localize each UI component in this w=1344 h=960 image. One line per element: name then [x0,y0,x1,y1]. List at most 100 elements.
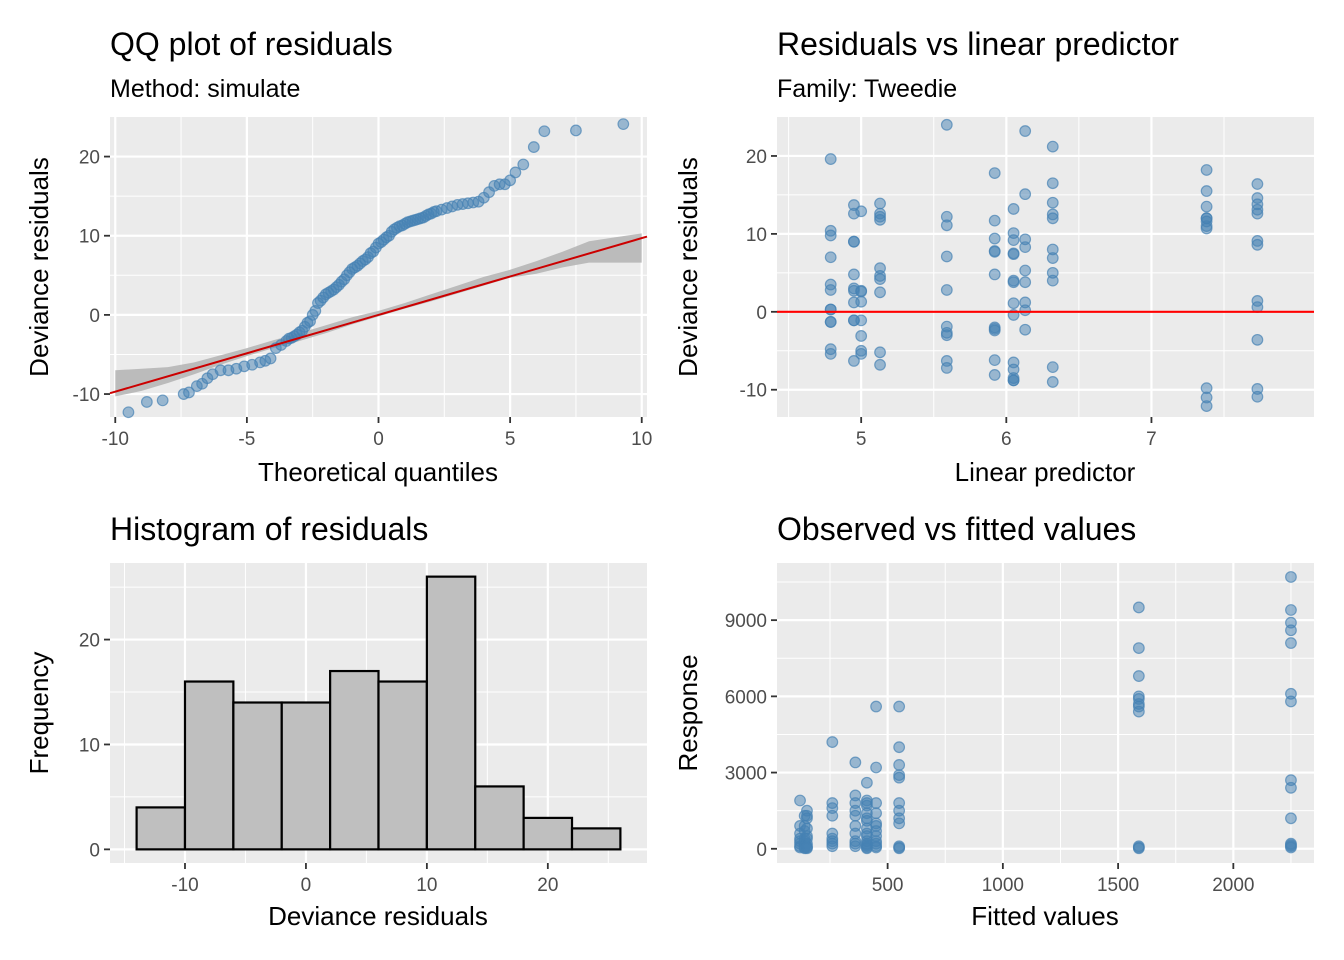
data-point [1132,705,1145,718]
data-point [1007,203,1020,215]
data-point [870,807,883,820]
rvl-panel: Residuals vs linear predictor Family: Tw… [673,26,1314,487]
data-point [988,245,1001,258]
data-point [1251,333,1264,346]
data-point [509,166,522,179]
x-tick-label: 10 [631,429,652,450]
data-point [849,756,862,769]
ovf-points [794,571,1297,855]
y-tick-label: 10 [79,227,100,248]
data-point [1046,177,1059,190]
data-point [1251,390,1264,403]
y-tick-label: 10 [746,225,767,246]
data-point [1251,238,1264,251]
data-point [1132,842,1145,855]
data-point [870,797,883,809]
y-tick-label: 0 [756,303,767,324]
data-point [849,840,862,853]
data-point [940,329,953,342]
data-point [824,153,837,165]
data-point [855,205,868,218]
hist-title: Histogram of residuals [110,511,428,547]
rvl-title: Residuals vs linear predictor [777,26,1179,62]
rvl-plot-background [777,117,1314,417]
x-tick-label: 500 [872,875,904,896]
data-point [1019,323,1032,336]
data-point [1132,670,1145,682]
qq-x-ticks: -10 -5 0 5 10 [102,417,652,450]
data-point [517,158,530,171]
data-point [855,330,868,342]
rvl-x-axis-label: Linear predictor [955,457,1136,487]
data-point [156,394,169,407]
data-point [1200,164,1213,176]
data-point [988,369,1001,381]
x-tick-label: 5 [856,429,867,450]
data-point [870,761,883,774]
data-point [1132,642,1145,654]
y-tick-label: 20 [746,147,767,168]
y-tick-label: 10 [79,735,100,756]
data-point [826,809,839,822]
data-point [1200,400,1213,412]
hist-x-ticks: -10 0 10 20 [171,863,558,896]
data-point [1007,234,1020,247]
data-point [1019,276,1032,289]
data-point [824,347,837,360]
data-point [988,354,1001,367]
histogram-bar [425,575,477,851]
data-point [527,141,540,153]
data-point [617,118,630,131]
hist-x-axis-label: Deviance residuals [268,901,488,931]
y-tick-label: 20 [79,148,100,169]
y-tick-label: 6000 [725,687,767,708]
data-point [1251,178,1264,190]
data-point [1285,841,1297,854]
data-point [1285,637,1297,649]
data-point [893,759,906,771]
x-tick-label: -5 [238,429,255,450]
x-tick-label: 0 [301,875,312,896]
histogram-bar [183,680,235,851]
data-point [874,273,886,285]
data-point [1251,207,1264,220]
data-point [1046,376,1059,388]
data-point [1019,264,1032,277]
histogram-bar [135,806,187,851]
histogram-bar [329,669,380,851]
x-tick-label: 0 [373,429,384,450]
data-point [824,316,837,328]
y-tick-label: 0 [89,306,100,327]
rvl-y-ticks: -10 0 10 20 [740,147,777,402]
data-point [1200,185,1213,197]
data-point [1285,781,1297,794]
qq-title: QQ plot of residuals [110,26,393,62]
data-point [1046,274,1059,287]
data-point [893,771,906,784]
y-tick-label: -10 [73,385,100,406]
data-point [893,817,906,830]
data-point [940,284,953,296]
ovf-x-axis-label: Fitted values [971,901,1118,931]
data-point [264,352,277,365]
data-point [874,358,886,371]
data-point [801,842,813,855]
data-point [855,314,868,327]
data-point [940,219,953,232]
qq-reference-line [109,235,648,395]
rvl-y-axis-label: Deviance residuals [673,157,703,377]
histogram-bar [474,785,525,851]
data-point [1285,624,1297,637]
data-point [1285,571,1297,583]
data-point [870,841,883,854]
histogram-bar [570,827,622,851]
ovf-x-ticks: 500 1000 1500 2000 [872,863,1254,896]
data-point [570,124,582,137]
data-point [940,362,953,374]
data-point [940,118,953,131]
x-tick-label: 20 [537,875,558,896]
y-tick-label: 0 [756,840,767,861]
qq-points [122,118,630,419]
data-point [1046,252,1059,264]
data-point [848,268,860,281]
